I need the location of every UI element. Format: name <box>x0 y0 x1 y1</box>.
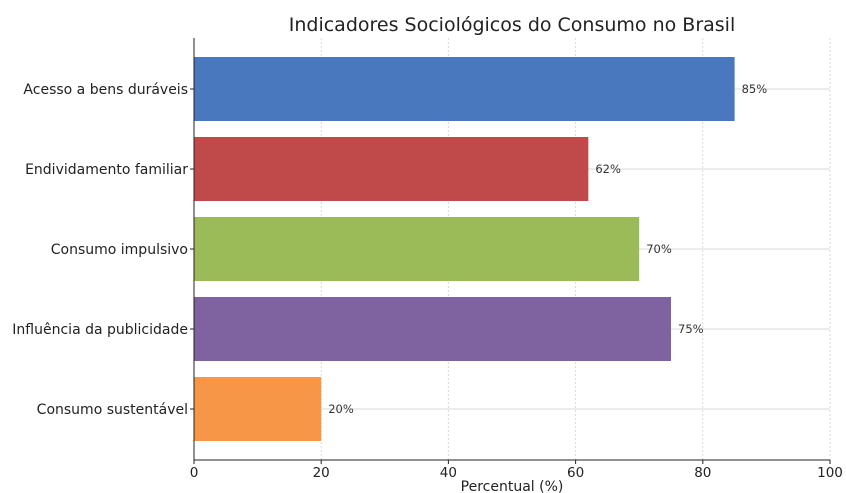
category-label: Acesso a bens duráveis <box>23 82 188 98</box>
bar <box>194 377 322 441</box>
x-tick-label: 100 <box>817 465 843 481</box>
bar <box>194 217 640 281</box>
x-axis-label: Percentual (%) <box>461 479 564 493</box>
chart-title: Indicadores Sociológicos do Consumo no B… <box>289 14 736 36</box>
data-label: 85% <box>742 82 768 96</box>
x-tick-label: 80 <box>694 465 711 481</box>
x-tick-label: 0 <box>190 465 199 481</box>
bars <box>194 57 735 441</box>
data-label: 75% <box>678 322 704 336</box>
category-label: Consumo impulsivo <box>51 242 188 258</box>
x-tick-label: 60 <box>567 465 584 481</box>
category-label: Consumo sustentável <box>37 402 188 418</box>
labels: 0 20 40 60 80 100 Acesso a bens duráveis 85% End… <box>12 82 843 481</box>
category-label: Influência da publicidade <box>12 322 188 338</box>
bar <box>194 297 671 361</box>
data-label: 20% <box>328 402 354 416</box>
data-label: 70% <box>646 242 672 256</box>
x-tick-label: 40 <box>440 465 457 481</box>
x-tick-label: 20 <box>313 465 330 481</box>
bar <box>194 57 735 121</box>
bar <box>194 137 589 201</box>
category-label: Endividamento familiar <box>25 162 188 178</box>
data-label: 62% <box>595 162 621 176</box>
